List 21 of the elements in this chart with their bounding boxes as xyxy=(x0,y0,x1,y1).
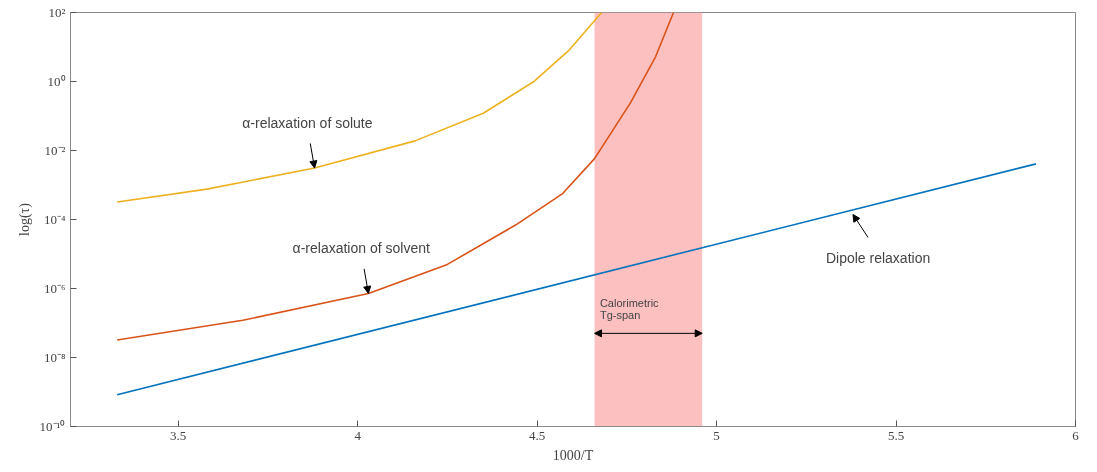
x-tick-label: 6 xyxy=(1072,427,1080,443)
annotation: Dipole relaxation xyxy=(825,249,931,266)
y-tick-label: 10⁻⁶ xyxy=(43,281,66,296)
line-series xyxy=(116,12,603,203)
y-tick-label: 10⁰ xyxy=(47,74,66,89)
x-tick-label: 5.5 xyxy=(887,427,905,443)
x-axis-title: 1000/T xyxy=(552,447,594,463)
x-tick-label: 3.5 xyxy=(170,427,187,443)
y-tick-label: 10⁻⁸ xyxy=(43,350,66,365)
y-tick-label: 10² xyxy=(48,5,66,20)
y-axis-title: log(τ) xyxy=(16,202,33,236)
annotation: α-relaxation of solvent xyxy=(292,240,430,257)
y-tick-label: 10⁻¹⁰ xyxy=(39,419,66,434)
band-label: Calorimetric Tg-span xyxy=(599,296,660,321)
x-tick-label: 4 xyxy=(354,427,362,443)
annotation: α-relaxation of solute xyxy=(242,114,373,131)
line-series xyxy=(116,12,675,341)
x-tick-label: 4.5 xyxy=(528,427,546,443)
y-tick-label: 10⁻⁴ xyxy=(43,212,66,227)
y-tick-label: 10⁻² xyxy=(44,143,66,158)
x-tick-label: 5 xyxy=(713,427,720,443)
